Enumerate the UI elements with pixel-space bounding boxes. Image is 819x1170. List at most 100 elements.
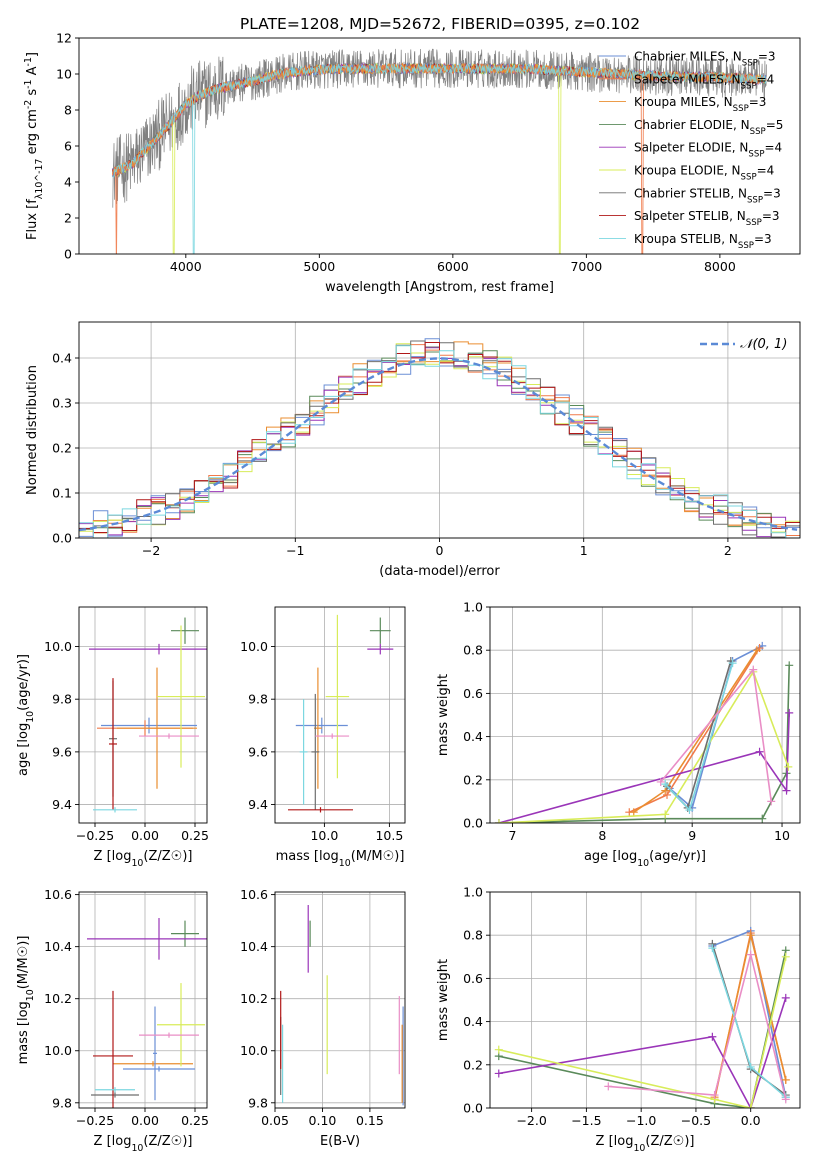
y-axis-label: mass weight	[436, 959, 451, 1041]
weight-marker	[781, 1095, 790, 1104]
plot-area-mass_weight_vs_age	[494, 641, 794, 823]
weight-marker	[661, 780, 670, 789]
y-axis-label: Flux [fλ10^-17 erg cm-2 s-1 A-1]	[23, 52, 45, 240]
x-tick-label: −1	[286, 543, 304, 558]
errorbar-point	[123, 1066, 195, 1072]
weight-marker	[752, 646, 761, 655]
y-tick-label: 9.8	[52, 1095, 72, 1110]
y-tick-label: 0.8	[463, 928, 483, 943]
legend-entry: 𝒩(0, 1)	[740, 337, 787, 352]
y-tick-label: 10.0	[240, 639, 268, 654]
errorbar-point	[288, 807, 353, 813]
weight-marker	[663, 790, 672, 799]
errorbar-point	[117, 667, 197, 789]
errorbar-point	[171, 617, 199, 644]
y-axis-label: mass weight	[436, 674, 451, 756]
legend-entry: Chabrier MILES, NSSP=3	[634, 50, 776, 69]
x-tick-label: 0.10	[309, 1113, 337, 1128]
errorbar-point	[87, 918, 207, 960]
panel-age_vs_Z: −0.25 0.00 0.25 9.4 9.6 9.8 10.0 Z [log10(Z/Z☉)…	[16, 606, 209, 869]
figure-title: PLATE=1208, MJD=52672, FIBERID=0395, z=0…	[240, 15, 640, 33]
axes-frame	[274, 891, 406, 1109]
axes-frame	[78, 891, 208, 1109]
axes-frame	[489, 891, 801, 1109]
weight-marker	[661, 810, 670, 819]
weight-marker	[781, 952, 790, 961]
x-axis-label: Z [log10(Z/Z☉)]	[94, 849, 193, 869]
y-tick-label: 6	[64, 139, 72, 154]
plot-area-mass_vs_Z	[87, 918, 207, 1108]
legend-entry: Chabrier STELIB, NSSP=3	[634, 186, 781, 205]
weight-marker	[656, 777, 665, 786]
weight-marker	[781, 1075, 790, 1084]
y-tick-label: 0.4	[463, 1014, 483, 1029]
axes-frame	[489, 606, 801, 824]
y-tick-label: 10.0	[240, 1043, 268, 1058]
y-tick-label: 0.3	[52, 396, 72, 411]
y-tick-label: 9.6	[52, 744, 72, 759]
errorbar-point	[113, 1061, 193, 1067]
y-tick-label: 9.8	[248, 692, 268, 707]
weight-marker	[494, 1069, 503, 1078]
errorbar-point	[139, 1032, 199, 1038]
model-spectrum-kroupa-stelib	[112, 62, 767, 254]
y-tick-label: 9.8	[52, 692, 72, 707]
x-axis-label: wavelength [Angstrom, rest frame]	[325, 280, 554, 295]
x-tick-label: 0.00	[131, 828, 159, 843]
errorbar-point	[93, 807, 137, 813]
y-tick-label: 0.8	[463, 643, 483, 658]
errorbar-point	[153, 1006, 157, 1101]
y-tick-label: 10	[56, 67, 72, 82]
errorbar-point	[109, 678, 117, 810]
x-tick-label: 0.0	[741, 1113, 761, 1128]
weight-marker	[746, 1062, 755, 1071]
weight-marker	[604, 1082, 613, 1091]
x-axis-label: age [log10(age/yr)]	[584, 849, 706, 869]
x-tick-label: 10	[774, 828, 790, 843]
axes-frame	[274, 606, 406, 824]
x-tick-label: 7000	[570, 259, 602, 274]
weight-marker	[749, 665, 758, 674]
errorbar-point	[157, 983, 205, 1067]
weight-marker	[746, 931, 755, 940]
spectrum-legend: Chabrier MILES, NSSP=3 Salpeter MILES, NS…	[599, 50, 783, 251]
y-tick-label: 0.2	[463, 772, 483, 787]
y-tick-label: 9.4	[52, 797, 72, 812]
y-tick-label: 0.2	[463, 1057, 483, 1072]
x-tick-label: −1.0	[626, 1113, 656, 1128]
x-axis-label: Z [log10(Z/Z☉)]	[596, 1134, 695, 1154]
errorbar-point	[91, 1092, 139, 1098]
errorbar-point	[367, 643, 394, 655]
y-tick-label: 9.4	[248, 797, 268, 812]
x-tick-label: 0.05	[261, 1113, 289, 1128]
x-tick-label: 0.00	[131, 1113, 159, 1128]
data-spectrum-line	[112, 48, 767, 208]
weight-marker	[781, 993, 790, 1002]
weight-marker	[785, 661, 794, 670]
y-tick-label: 0	[64, 247, 72, 262]
y-tick-label: 10.0	[44, 1043, 72, 1058]
x-tick-label: 8000	[704, 259, 736, 274]
errorbar-point	[295, 717, 348, 734]
weight-marker	[708, 1032, 717, 1041]
weight-marker	[708, 944, 717, 953]
x-tick-label: −0.5	[681, 1113, 711, 1128]
y-tick-label: 10.2	[240, 991, 268, 1006]
y-tick-label: 0.0	[52, 531, 72, 546]
x-tick-label: −0.25	[76, 1113, 114, 1128]
panel-spectrum: 4000 5000 6000 7000 8000 0 2 4 6 8 10 12 wavelength …	[23, 31, 801, 295]
panel-residuals: −2 −1 0 1 2 0.0 0.1 0.2 0.3 0.4 (data-model)/error…	[25, 321, 801, 579]
x-tick-label: −1.5	[571, 1113, 601, 1128]
axes-frame	[78, 606, 208, 824]
weight-marker	[746, 1104, 755, 1108]
plot-area-age_vs_mass	[288, 614, 394, 813]
normal-curve	[79, 357, 798, 532]
weight-marker	[746, 950, 755, 959]
x-tick-label: 4000	[170, 259, 202, 274]
errorbar-point	[299, 699, 308, 805]
y-tick-label: 10.6	[240, 887, 268, 902]
legend-entry: Chabrier ELODIE, NSSP=5	[634, 118, 783, 137]
weight-marker	[785, 708, 794, 717]
x-tick-label: 0.15	[356, 1113, 384, 1128]
errorbar-point	[171, 920, 199, 947]
